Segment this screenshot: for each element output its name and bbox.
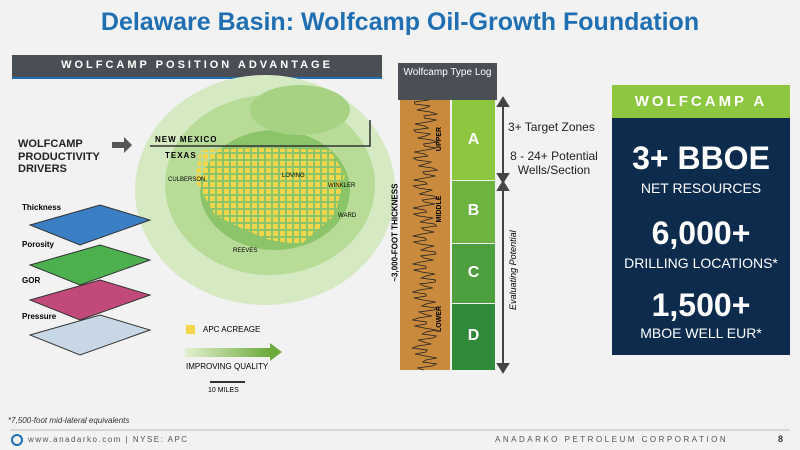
layer-label: Porosity [22,240,55,249]
legend-swatch [186,325,195,334]
layer-label: Pressure [22,312,57,321]
zone-letter: C [467,264,480,281]
log-header [398,63,497,100]
panel-header-bar [12,55,382,77]
layer-maps [28,204,152,356]
footer-website: www.anadarko.com | NYSE: APC [28,435,189,444]
interval-label: UPPER [435,126,443,152]
state-line [150,120,371,147]
summary-label: MBOE WELL EUR* [640,325,762,341]
drivers-label: WOLFCAMP PRODUCTIVITY DRIVERS [18,138,100,176]
zone-c [452,244,495,303]
map-label: TEXAS [165,151,197,160]
summary-label: NET RESOURCES [640,180,762,196]
summary-header [612,85,790,118]
acreage-area [195,148,345,245]
layer-label: GOR [22,276,41,285]
map-label: WARD [338,213,357,219]
slide-title: Delaware Basin: Wolfcamp Oil-Growth Foun… [100,8,700,36]
arrow [112,137,132,153]
footnote: *7,500-foot mid-lateral equivalents [8,416,130,425]
interval-label: MIDDLE [435,195,443,223]
zone-letter: B [467,202,480,219]
log-title: Wolfcamp Type Log [403,67,492,78]
quality-bar [185,348,270,357]
zone-a [452,100,495,180]
evaluating-label: Evaluating Potential [507,230,518,310]
legend-label: 10 MILES [208,387,239,394]
legend-label: APC ACREAGE [203,325,261,334]
map-north [250,85,350,135]
interval-label: LOWER [435,305,443,333]
summary-value: 3+ BBOE [632,140,770,176]
panel-header-rule [12,77,382,79]
legend-label: IMPROVING QUALITY [186,362,269,371]
map-label: CULBERSON [168,177,206,183]
target-zones: 3+ Target Zones [508,120,595,134]
summary-value: 1,500+ [651,287,751,323]
map-label: NEW MEXICO [155,135,218,144]
quality-arrow [270,343,282,361]
summary-title: WOLFCAMP A [634,93,768,110]
zone-arrows [496,96,510,374]
zone-b [452,181,495,243]
log-curve [411,99,439,371]
log-trace [411,99,439,371]
map-label: WINKLER [328,183,356,189]
map-label: LOVING [282,173,305,179]
summary-label: DRILLING LOCATIONS* [624,255,778,271]
footer-company: ANADARKO PETROLEUM CORPORATION [495,435,729,444]
map-label: REEVES [233,248,258,254]
panel-title: WOLFCAMP POSITION ADVANTAGE [61,59,333,71]
wells-label: 8 - 24+ Potential Wells/Section [510,149,598,177]
zone-d [452,304,495,370]
zone-letter: D [467,327,480,344]
page-number: 8 [778,434,784,444]
log-strip [400,100,450,370]
summary-box [612,118,790,355]
zone-letter: A [467,131,480,148]
layer-label: Thickness [22,203,62,212]
summary-value: 6,000+ [651,215,751,251]
thickness-label: ~3,000-FOOT THICKNESS [390,183,400,282]
logo [11,434,23,446]
